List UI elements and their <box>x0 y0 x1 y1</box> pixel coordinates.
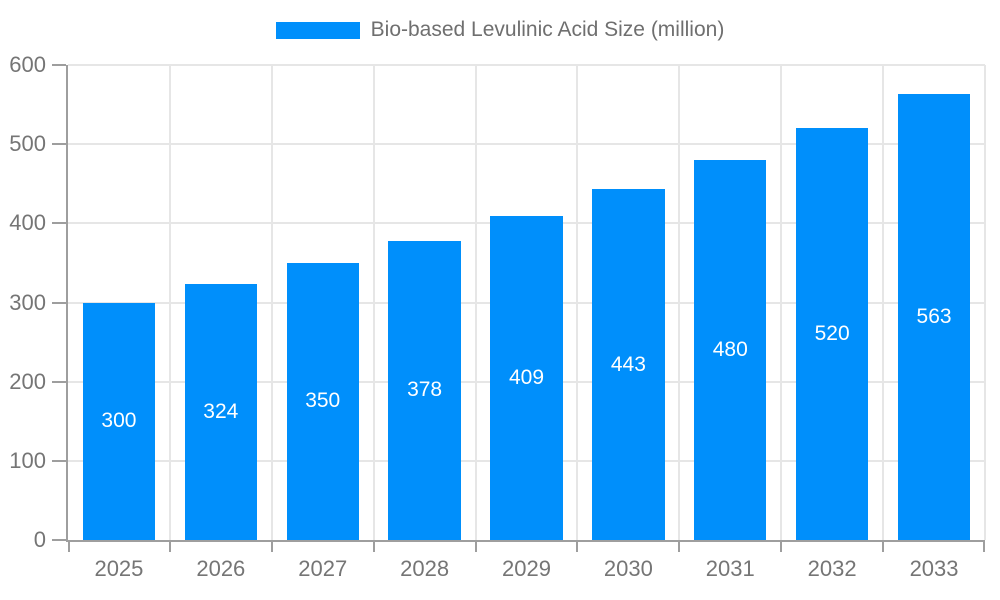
y-axis-tick <box>52 301 66 304</box>
bar[interactable]: 563 <box>897 94 971 540</box>
y-axis-label: 500 <box>9 131 46 157</box>
bar-value-label: 409 <box>508 366 545 390</box>
x-axis-tick <box>270 540 273 552</box>
y-axis-label: 600 <box>9 52 46 77</box>
x-axis-label: 2029 <box>502 556 551 581</box>
x-gridline <box>576 65 579 540</box>
y-axis-tick <box>52 380 66 383</box>
x-gridline <box>984 65 986 540</box>
y-axis-label: 200 <box>9 368 46 394</box>
x-axis-label: 2025 <box>94 556 144 581</box>
y-gridline <box>68 64 985 66</box>
bar[interactable]: 520 <box>795 128 869 540</box>
legend-label: Bio-based Levulinic Acid Size (million) <box>370 18 725 41</box>
x-axis-tick <box>474 540 477 552</box>
bar-value-label: 443 <box>610 352 646 376</box>
y-axis-tick <box>52 459 66 462</box>
bar-value-label: 520 <box>814 322 850 346</box>
bar[interactable]: 300 <box>82 302 156 540</box>
bar-value-label: 378 <box>407 378 443 402</box>
bar-value-label: 300 <box>101 409 137 433</box>
x-gridline <box>882 65 885 540</box>
bar[interactable]: 409 <box>490 216 563 540</box>
x-axis-label: 2032 <box>807 556 857 581</box>
x-axis-tick <box>983 540 985 552</box>
bar-value-label: 324 <box>203 399 239 423</box>
y-axis-tick <box>52 539 66 541</box>
bar[interactable]: 324 <box>184 283 257 540</box>
bar[interactable]: 378 <box>388 240 461 540</box>
y-axis-label: 300 <box>9 289 46 315</box>
legend-swatch <box>275 21 360 39</box>
bar-value-label: 563 <box>916 305 952 329</box>
x-axis-label: 2026 <box>196 556 246 581</box>
x-axis-tick <box>576 540 579 552</box>
y-axis-tick <box>52 143 66 146</box>
y-axis-tick <box>52 64 66 66</box>
legend-item[interactable]: Bio-based Levulinic Acid Size (million) <box>0 18 1000 42</box>
y-axis-label: 0 <box>33 527 46 552</box>
x-axis-line <box>66 540 985 542</box>
x-axis-label: 2031 <box>705 556 755 581</box>
x-axis-label: 2027 <box>298 556 348 581</box>
x-axis-tick <box>780 540 783 552</box>
x-axis-tick <box>372 540 375 552</box>
y-axis-tick <box>52 222 66 225</box>
x-axis-label: 2030 <box>603 556 653 581</box>
x-axis-label: 2033 <box>909 556 959 581</box>
y-gridline <box>68 143 985 146</box>
x-gridline <box>372 65 375 540</box>
x-axis-tick <box>882 540 885 552</box>
x-axis-tick <box>68 540 70 552</box>
bar-value-label: 480 <box>712 338 748 361</box>
bar[interactable]: 480 <box>694 160 767 540</box>
plot-area: 0 100 200 300 400 500 600 2025 300 2026 324 2027 350… <box>9 52 986 581</box>
x-gridline <box>270 65 273 540</box>
x-gridline <box>168 65 171 540</box>
x-gridline <box>474 65 477 540</box>
y-axis-label: 400 <box>9 210 46 236</box>
x-gridline <box>780 65 783 540</box>
bar[interactable]: 443 <box>592 189 665 540</box>
y-axis-line <box>66 65 68 540</box>
y-axis-label: 100 <box>9 447 46 473</box>
x-gridline <box>678 65 681 540</box>
bar[interactable]: 350 <box>286 262 359 540</box>
bar-value-label: 350 <box>305 389 341 413</box>
x-axis-tick <box>678 540 681 552</box>
x-axis-label: 2028 <box>400 556 450 581</box>
x-axis-tick <box>168 540 171 552</box>
